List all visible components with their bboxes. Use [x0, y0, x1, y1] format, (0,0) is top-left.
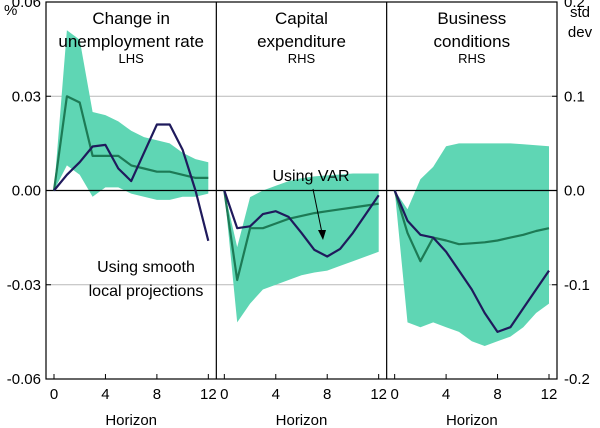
- panel-axis-side-label: LHS: [119, 51, 145, 66]
- x-tick-label: 0: [50, 386, 58, 403]
- x-tick-label: 4: [442, 386, 450, 403]
- right-tick-label: -0.1: [564, 277, 590, 294]
- right-axis-unit: std dev: [568, 4, 593, 41]
- right-tick-label: 0.0: [564, 183, 585, 200]
- plot-frame: [45, 1, 558, 380]
- panel-axis-side-label: RHS: [288, 51, 316, 66]
- panel-axis-side-label: RHS: [458, 51, 486, 66]
- x-tick-label: 8: [153, 386, 161, 403]
- annotation-arrow-shaft: [312, 188, 323, 234]
- panel-title-line2: expenditure: [257, 32, 346, 51]
- series-line-local-projections-panel-3: [393, 190, 550, 333]
- x-axis-label: Horizon: [276, 412, 328, 428]
- x-tick-label: 0: [220, 386, 228, 403]
- series-line-var-panel-3: [393, 190, 550, 263]
- series-line-local-projections-panel-1: [53, 123, 210, 242]
- x-axis-label: Horizon: [105, 412, 157, 428]
- panel-title-line1: Business: [437, 9, 506, 28]
- left-tick-label: 0.03: [12, 88, 41, 105]
- right-axis-unit-line2: dev: [568, 24, 593, 41]
- x-axis-label: Horizon: [446, 412, 498, 428]
- left-tick-label: -0.06: [7, 371, 41, 388]
- series-lines: [52, 95, 550, 333]
- annotation-local-projections-line2: local projections: [89, 283, 204, 300]
- series-line-var-panel-2: [223, 190, 379, 282]
- left-tick-label: -0.03: [7, 277, 41, 294]
- x-tick-label: 0: [390, 386, 398, 403]
- annotation-arrow-head: [318, 230, 326, 240]
- panel-title-line2: conditions: [434, 32, 511, 51]
- left-axis-unit: %: [4, 2, 17, 19]
- left-tick-label: 0.00: [12, 183, 41, 200]
- x-tick-label: 4: [272, 386, 280, 403]
- annotation-local-projections-line1: Using smooth: [97, 259, 195, 276]
- panel-title-line1: Change in: [92, 9, 170, 28]
- panel-title-line2: unemployment rate: [58, 32, 204, 51]
- x-tick-label: 4: [101, 386, 109, 403]
- series-line-var-panel-1: [52, 95, 209, 191]
- right-tick-label: -0.2: [564, 371, 590, 388]
- x-tick-label: 12: [541, 386, 558, 403]
- right-tick-label: 0.2: [564, 0, 585, 11]
- confidence-band-panel-2: [224, 173, 379, 323]
- annotation-using-var: Using VAR: [272, 168, 349, 185]
- confidence-bands: [54, 30, 549, 346]
- x-tick-label: 8: [493, 386, 501, 403]
- confidence-band-panel-1: [54, 30, 209, 200]
- right-tick-label: 0.1: [564, 88, 585, 105]
- x-tick-label: 12: [370, 386, 387, 403]
- x-tick-label: 8: [323, 386, 331, 403]
- right-axis-unit-line1: std: [570, 4, 590, 21]
- left-tick-label: 0.06: [12, 0, 41, 11]
- confidence-band-panel-3: [394, 143, 549, 346]
- series-line-local-projections-panel-2: [223, 190, 380, 258]
- panel-title-line1: Capital: [275, 9, 328, 28]
- x-tick-label: 12: [200, 386, 217, 403]
